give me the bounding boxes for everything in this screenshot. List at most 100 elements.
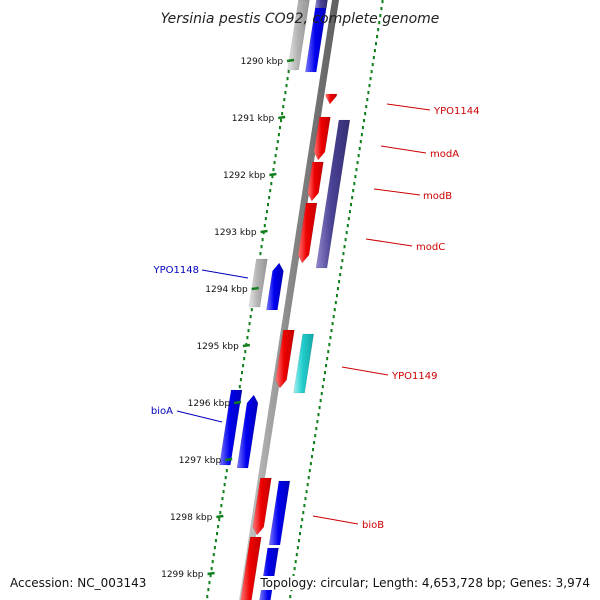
track-dot [289, 595, 292, 599]
track-dot [271, 175, 274, 179]
track-dot [348, 210, 351, 214]
leader-line [312, 515, 359, 525]
leader-line [365, 238, 413, 247]
track-dot [320, 392, 323, 396]
tick-label: 1299 kbp [161, 570, 204, 580]
tick-label: 1298 kbp [170, 513, 213, 523]
track-dot [261, 238, 264, 242]
track-dot [371, 63, 374, 67]
track-dot [269, 189, 272, 193]
gene-label-modc: modC [416, 242, 445, 253]
track-dot [208, 581, 211, 585]
track-dot [249, 315, 252, 319]
track-dot [333, 308, 336, 312]
track-dot [314, 434, 317, 438]
gene-red-1149 [275, 329, 295, 389]
tick-mark [260, 229, 268, 234]
track-dot [363, 119, 366, 123]
track-dot [322, 378, 325, 382]
tick-label: 1294 kbp [205, 285, 248, 295]
track-dot [315, 427, 318, 431]
tick-mark [225, 457, 233, 462]
leader-line [201, 269, 249, 279]
tick-mark [242, 343, 251, 348]
track-dot [260, 245, 263, 249]
track-dot [329, 336, 332, 340]
track-dot [309, 462, 312, 466]
track-dot [377, 28, 380, 32]
track-dot [378, 21, 381, 25]
track-dot [369, 77, 372, 81]
track-dot [374, 42, 377, 46]
track-dot [376, 35, 379, 39]
track-dot [353, 182, 356, 186]
track-dot [293, 567, 296, 571]
track-dot [342, 252, 345, 256]
track-dot [372, 56, 375, 60]
backbone-line [239, 0, 339, 600]
track-dot [239, 378, 242, 382]
track-dot [313, 441, 316, 445]
tick-label: 1296 kbp [188, 399, 231, 409]
track-dot [368, 84, 371, 88]
track-dot [319, 399, 322, 403]
track-dot [295, 553, 298, 557]
gene-dark-top [315, 0, 328, 9]
gene-modc [297, 202, 318, 264]
label-leader-lines [176, 103, 431, 525]
track-dot [307, 476, 310, 480]
track-dot [272, 168, 275, 172]
gene-label-biob: bioB [362, 520, 384, 531]
track-dot [354, 175, 357, 179]
track-dot [338, 280, 341, 284]
accession-text: Accession: NC_003143 [8, 576, 149, 590]
track-dot [274, 154, 277, 158]
track-dot [323, 371, 326, 375]
track-dot [360, 133, 363, 137]
coordinate-ticks: 1290 kbp 1291 kbp 1292 kbp 1293 kbp 1294 kbp… [161, 57, 295, 580]
track-dot [364, 112, 367, 116]
genome-summary-text: Topology: circular; Length: 4,653,728 bp… [258, 576, 592, 590]
track-dot [296, 546, 299, 550]
track-dot [337, 287, 340, 291]
gene-ypo1148 [266, 262, 284, 311]
gene-bioa-1 [219, 389, 243, 466]
track-dot [216, 532, 219, 536]
track-dot [297, 539, 300, 543]
track-dot [217, 525, 220, 529]
tick-mark [269, 172, 277, 177]
leader-line [341, 366, 389, 376]
track-dot [225, 469, 228, 473]
track-dot [301, 518, 304, 522]
track-dot [211, 560, 214, 564]
track-dot [283, 98, 286, 102]
track-dot [339, 273, 342, 277]
track-dot [263, 224, 266, 228]
track-dot [332, 315, 335, 319]
track-dot [347, 217, 350, 221]
track-dot [242, 364, 245, 368]
track-dot [359, 140, 362, 144]
track-dot [210, 567, 213, 571]
track-dot [379, 14, 382, 18]
track-dot [276, 140, 279, 144]
track-dot [209, 574, 212, 578]
track-dot [361, 126, 364, 130]
gene-blue-low [259, 547, 279, 600]
track-dot [352, 189, 355, 193]
gene-gray-mid [248, 258, 268, 308]
gene-ypo1149 [293, 333, 314, 394]
track-dot [248, 322, 251, 326]
track-dot [351, 196, 354, 200]
gene-modb [307, 161, 324, 202]
track-dot [305, 490, 308, 494]
track-dot [273, 161, 276, 165]
track-dot [330, 329, 333, 333]
track-dot [299, 532, 302, 536]
track-dot [312, 448, 315, 452]
track-dot [282, 105, 285, 109]
track-dot [206, 595, 209, 599]
gene-blue-top [305, 0, 328, 73]
tick-label: 1293 kbp [214, 228, 257, 238]
